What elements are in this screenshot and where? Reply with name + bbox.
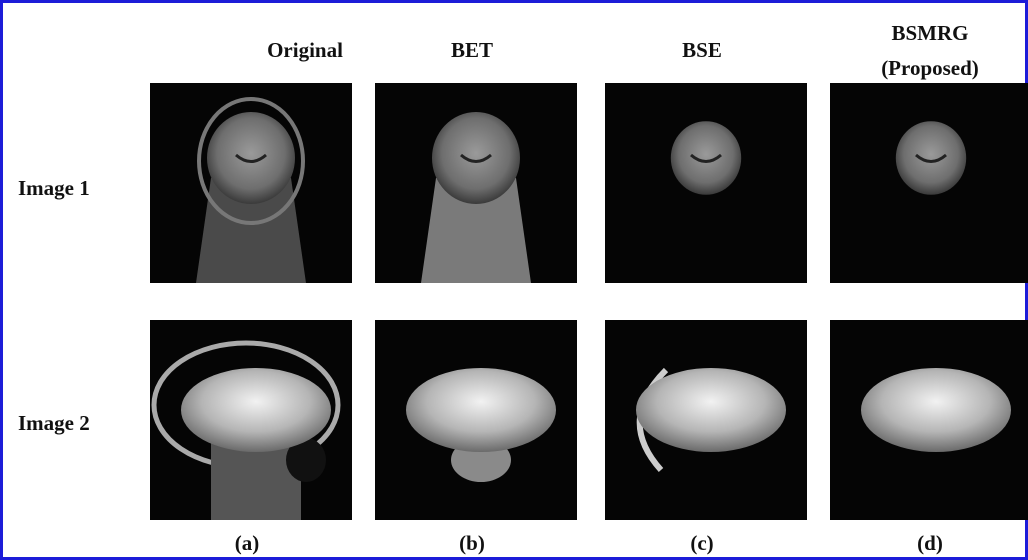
brain <box>432 112 520 204</box>
row-label: Image 1 <box>18 176 90 200</box>
figure: Original BET BSE BSMRG (Proposed) Image 1 Imag… <box>0 0 1028 560</box>
brain <box>896 121 966 195</box>
column-header: BET <box>451 38 493 62</box>
column-header: Original <box>267 38 343 62</box>
mri-panel <box>150 83 352 283</box>
panel-label: (a) <box>235 531 260 555</box>
brain <box>636 368 786 452</box>
mri-panel <box>830 83 1028 283</box>
brain <box>207 112 295 204</box>
panel-label: (b) <box>459 531 485 555</box>
column-header: (Proposed) <box>881 56 979 80</box>
panel-label: (c) <box>690 531 713 555</box>
mri-panel <box>150 320 352 520</box>
mri-panel <box>605 83 807 283</box>
panel-label: (d) <box>917 531 943 555</box>
brain <box>181 368 331 452</box>
mri-panel <box>375 320 577 520</box>
mri-panel <box>830 320 1028 520</box>
column-header: BSMRG <box>891 21 968 45</box>
brain <box>406 368 556 452</box>
brain <box>861 368 1011 452</box>
mri-panel <box>605 320 807 520</box>
image-grid <box>150 83 1028 520</box>
mri-panel <box>375 83 577 283</box>
figure-canvas: Original BET BSE BSMRG (Proposed) Image 1 Imag… <box>0 0 1028 560</box>
column-header: BSE <box>682 38 722 62</box>
row-label: Image 2 <box>18 411 90 435</box>
brain <box>671 121 741 195</box>
